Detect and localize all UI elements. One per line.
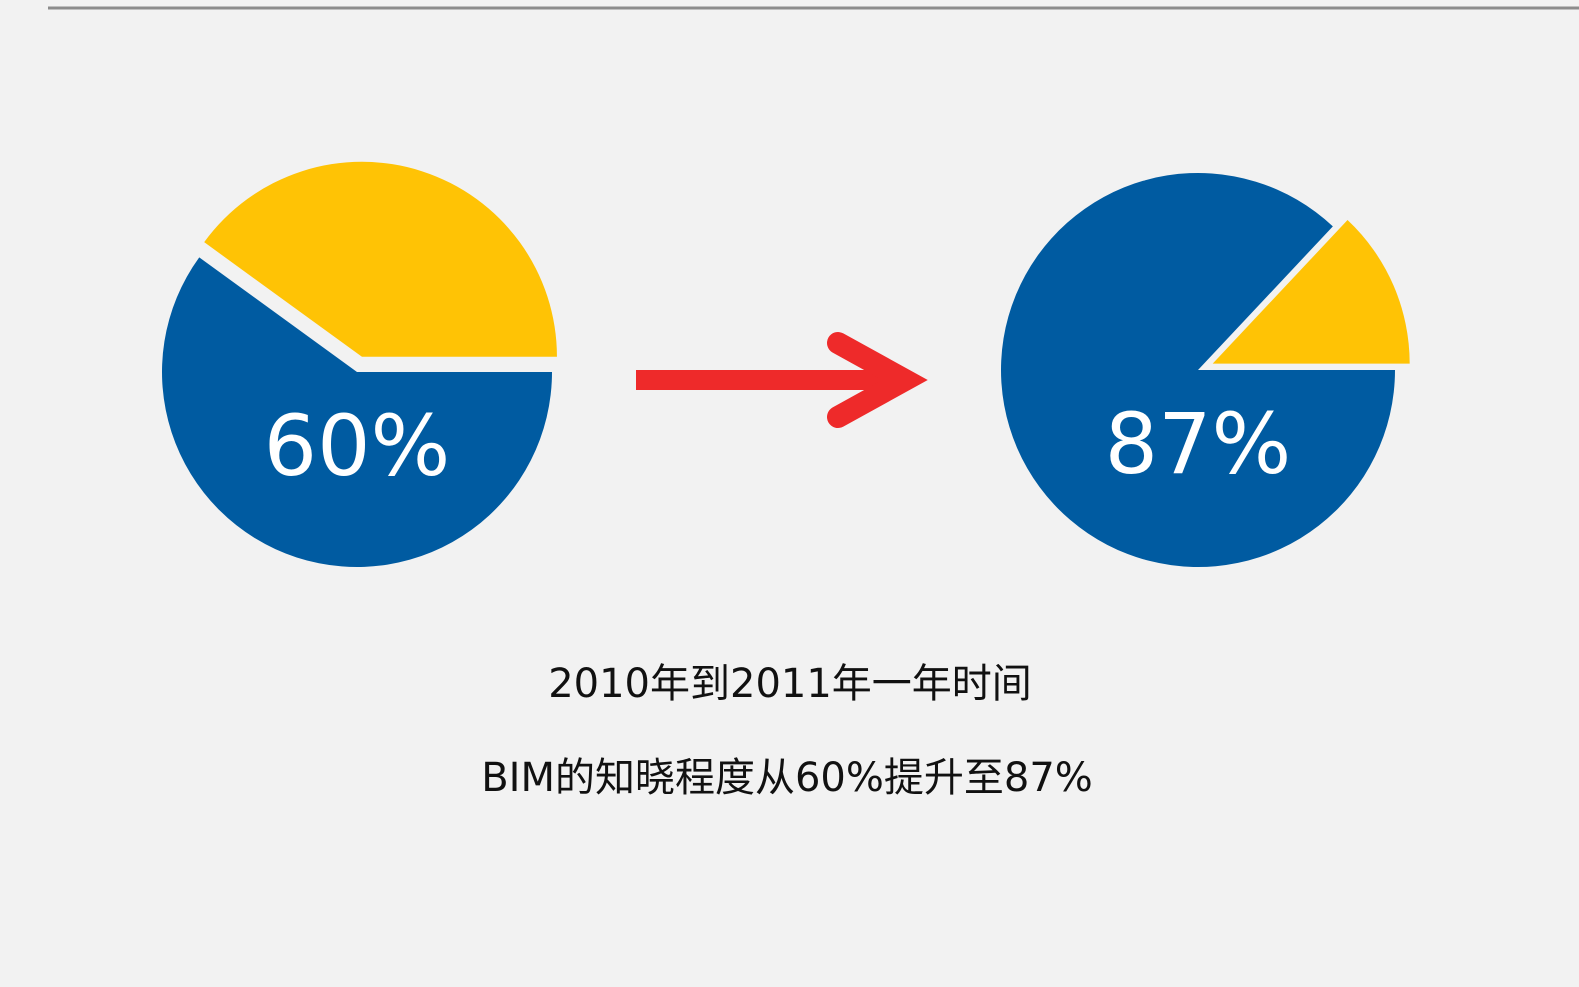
pie-chart: 60%: [162, 161, 557, 568]
data-label: 87%: [1105, 395, 1292, 493]
pie-slice: [1212, 220, 1410, 364]
pie-slice: [1000, 172, 1395, 567]
pie-slice: [162, 257, 552, 568]
caption: 2010年到2011年一年时间: [548, 661, 1032, 707]
arrow: [636, 332, 928, 428]
caption: BIM的知晓程度从60%提升至87%: [481, 755, 1093, 801]
data-label: 60%: [264, 397, 451, 495]
pie-slice: [204, 161, 557, 357]
pie-chart: 87%: [1000, 172, 1410, 567]
arrow-head: [827, 332, 928, 428]
